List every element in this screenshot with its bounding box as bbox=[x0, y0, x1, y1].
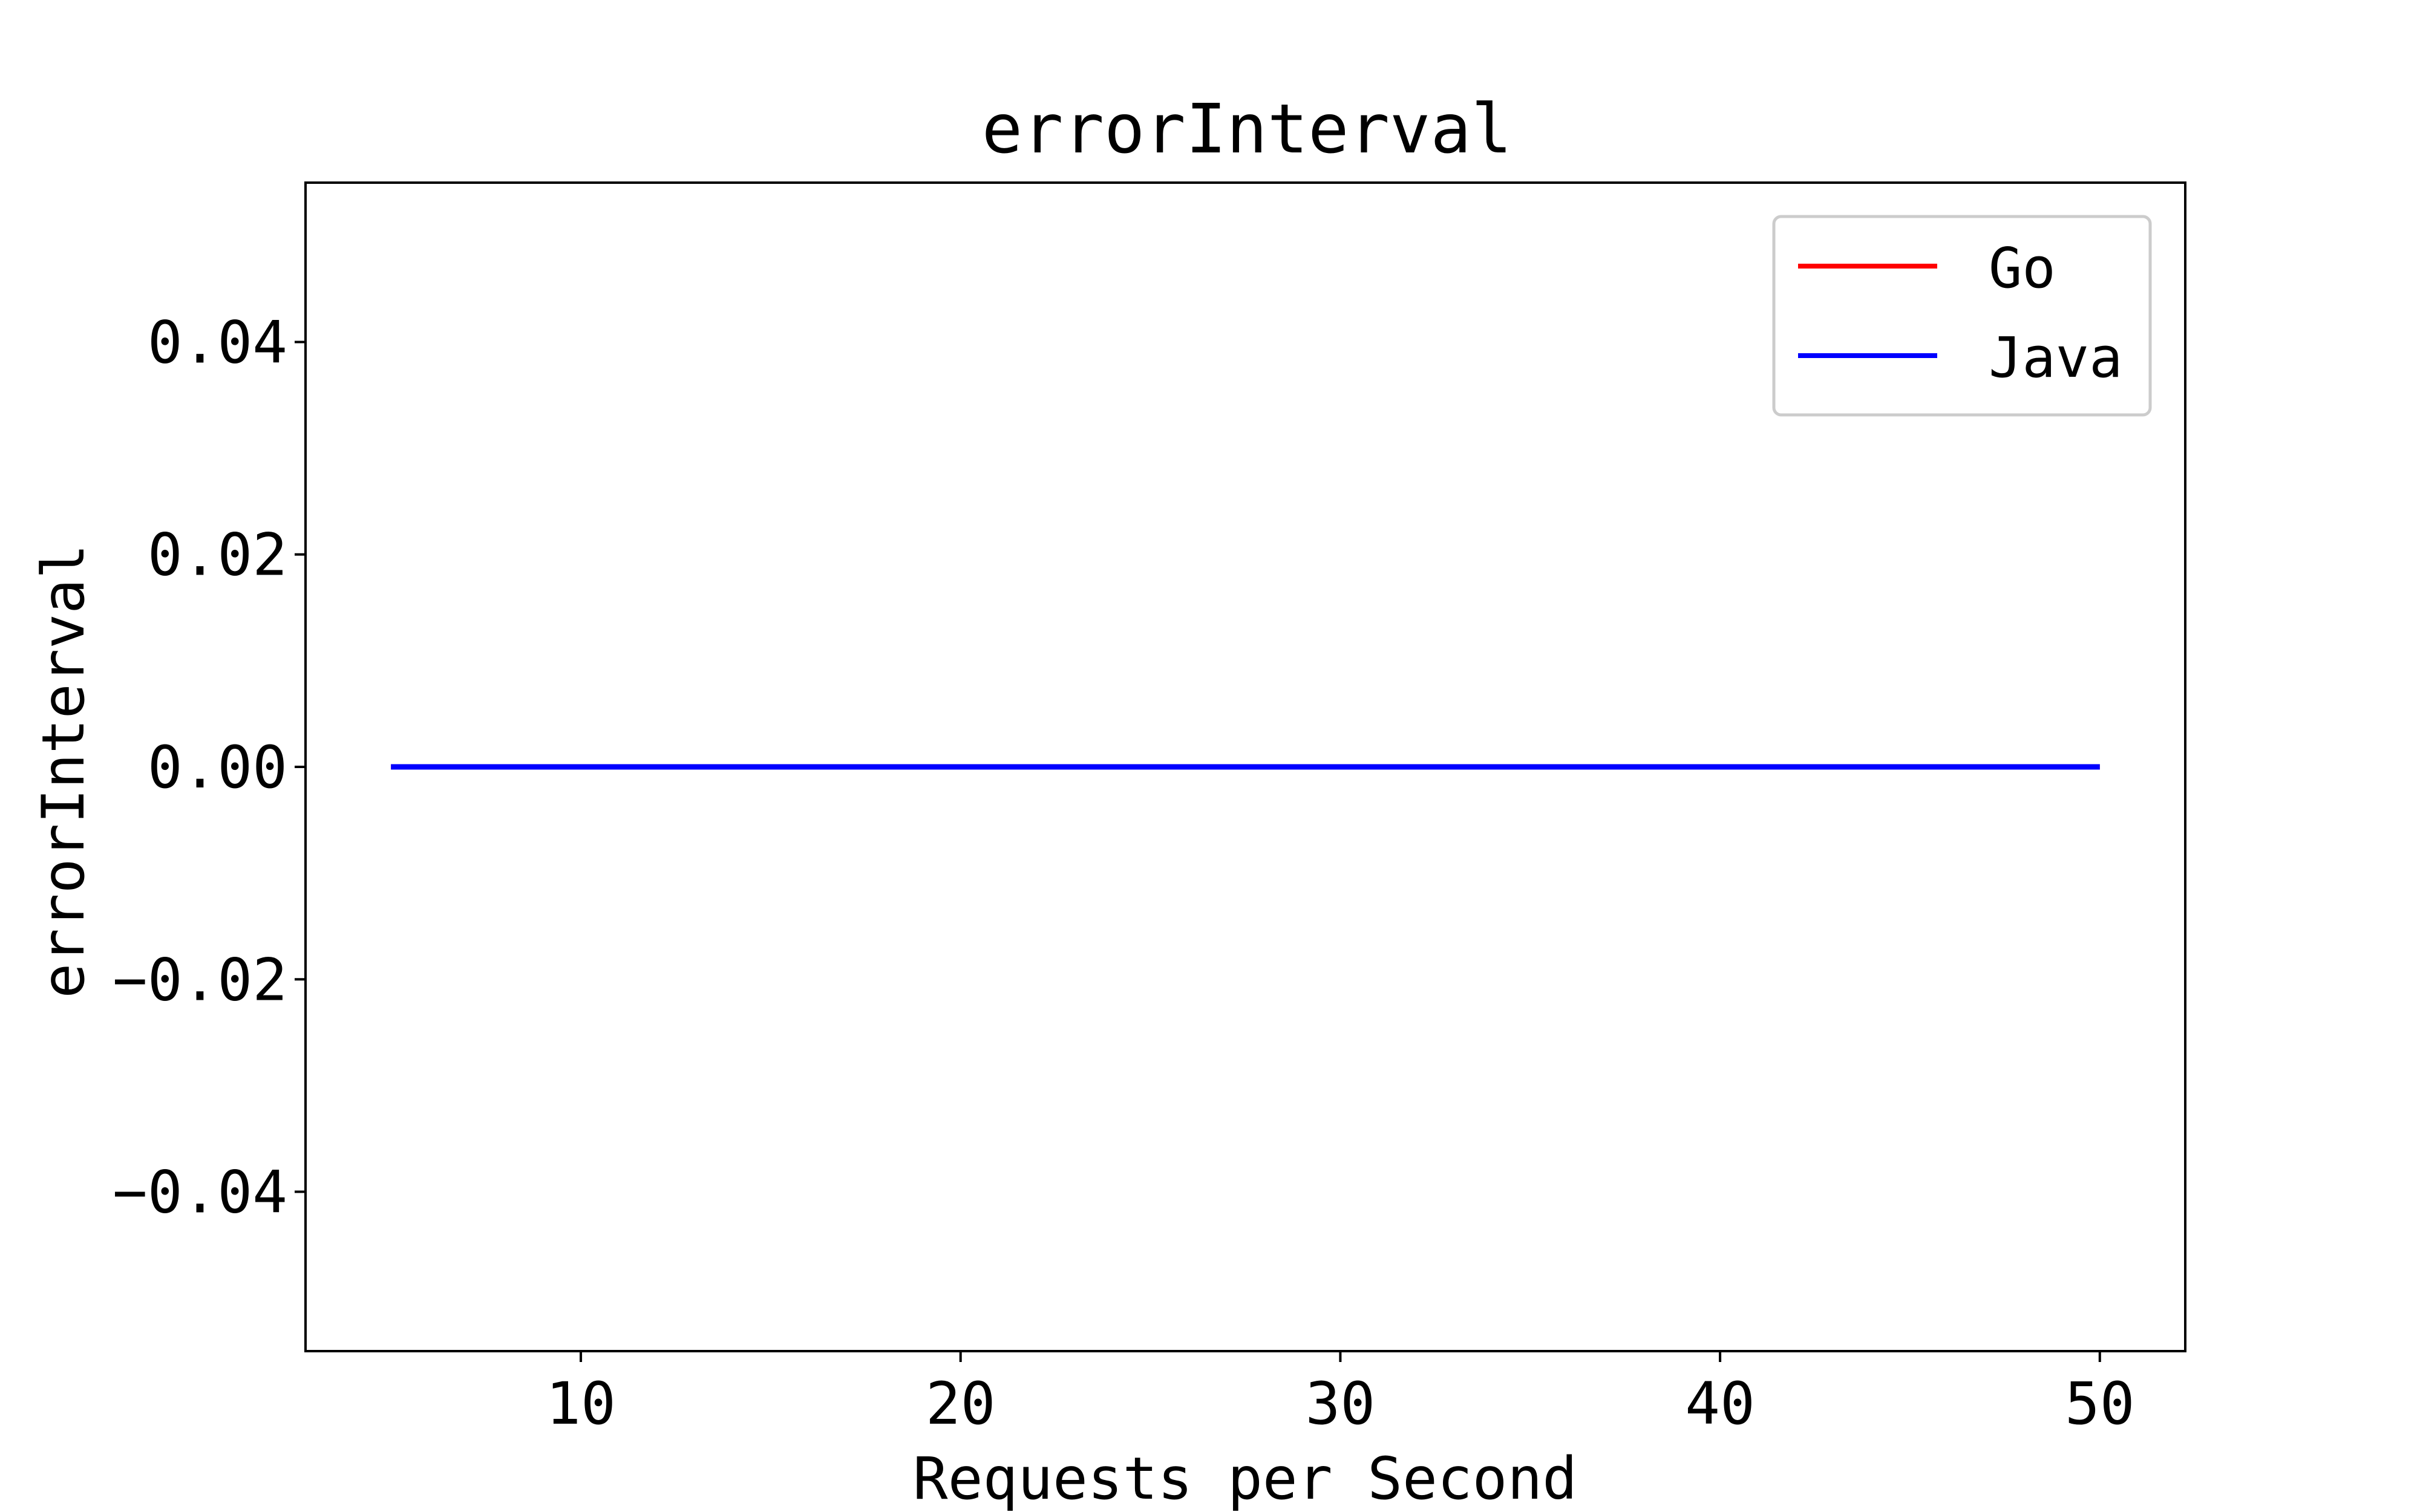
y-axis-label: errorInterval bbox=[30, 544, 97, 998]
y-tick-label: 0.02 bbox=[148, 521, 287, 589]
x-tick-label: 20 bbox=[926, 1370, 996, 1438]
plot-area: 10 20 30 40 50 −0.04 −0.02 0.00 0.02 0.04 bbox=[113, 181, 2186, 1438]
legend-label-go: Go bbox=[1989, 236, 2056, 301]
x-axis-label: Requests per Second bbox=[913, 1445, 1577, 1512]
chart-title: errorInterval bbox=[982, 90, 1512, 169]
x-tick-label: 40 bbox=[1685, 1370, 1755, 1438]
y-tick-label: 0.04 bbox=[148, 308, 287, 376]
legend-label-java: Java bbox=[1989, 325, 2123, 390]
x-axis-ticks: 10 20 30 40 50 bbox=[546, 1351, 2135, 1438]
y-tick-label: 0.00 bbox=[148, 734, 287, 801]
y-tick-label: −0.02 bbox=[113, 946, 287, 1014]
y-axis-ticks: −0.04 −0.02 0.00 0.02 0.04 bbox=[113, 308, 306, 1227]
x-tick-label: 50 bbox=[2065, 1370, 2135, 1438]
y-tick-label: −0.04 bbox=[113, 1159, 287, 1227]
x-tick-label: 10 bbox=[546, 1370, 616, 1438]
x-tick-label: 30 bbox=[1306, 1370, 1376, 1438]
legend: Go Java bbox=[1772, 215, 2152, 417]
